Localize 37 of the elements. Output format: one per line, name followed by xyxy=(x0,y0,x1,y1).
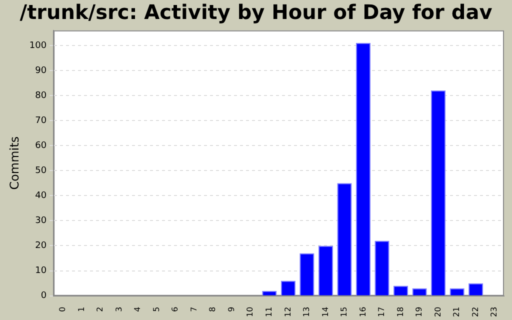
y-tick-label: 70 xyxy=(35,116,47,126)
x-tick-label: 6 xyxy=(170,306,180,312)
y-tick-label: 80 xyxy=(35,90,47,101)
x-tick-label: 4 xyxy=(133,306,142,312)
y-tick-label: 40 xyxy=(35,191,47,202)
x-tick-label: 8 xyxy=(208,306,218,312)
x-tick-label: 20 xyxy=(433,306,442,318)
y-tick-label: 20 xyxy=(35,241,47,252)
y-tick-label: 30 xyxy=(35,216,47,226)
x-tick-label: 11 xyxy=(264,306,274,318)
x-tick-label: 10 xyxy=(246,306,255,318)
x-tick-label: 13 xyxy=(302,306,312,318)
y-tick-label: 50 xyxy=(35,166,47,176)
x-tick-label: 2 xyxy=(96,306,105,312)
y-tick-label: 0 xyxy=(40,291,47,302)
x-tick-label: 0 xyxy=(58,306,68,312)
y-tick-label: 90 xyxy=(35,66,47,76)
x-tick-label: 1 xyxy=(76,306,86,312)
x-tick-label: 16 xyxy=(358,306,368,318)
x-tick-label: 15 xyxy=(340,306,349,318)
x-tick-label: 17 xyxy=(377,306,386,318)
x-tick-label: 22 xyxy=(470,306,480,318)
chart-title: /trunk/src: Activity by Hour of Day for dav xyxy=(18,0,494,24)
x-tick-label: 9 xyxy=(226,306,236,312)
y-tick-label: 100 xyxy=(29,40,47,51)
x-tick-label: 21 xyxy=(452,306,462,318)
x-tick-label: 12 xyxy=(283,306,292,318)
x-tick-label: 23 xyxy=(490,306,499,318)
y-tick-label: 60 xyxy=(35,140,47,151)
y-axis-title: Commits xyxy=(7,136,22,190)
x-tick-label: 5 xyxy=(152,306,161,312)
x-tick-label: 14 xyxy=(320,306,330,318)
x-tick-label: 18 xyxy=(396,306,405,318)
x-tick-label: 19 xyxy=(414,306,424,318)
y-tick-label: 10 xyxy=(35,266,47,276)
x-tick-label: 3 xyxy=(114,306,124,312)
x-tick-label: 7 xyxy=(189,306,198,312)
